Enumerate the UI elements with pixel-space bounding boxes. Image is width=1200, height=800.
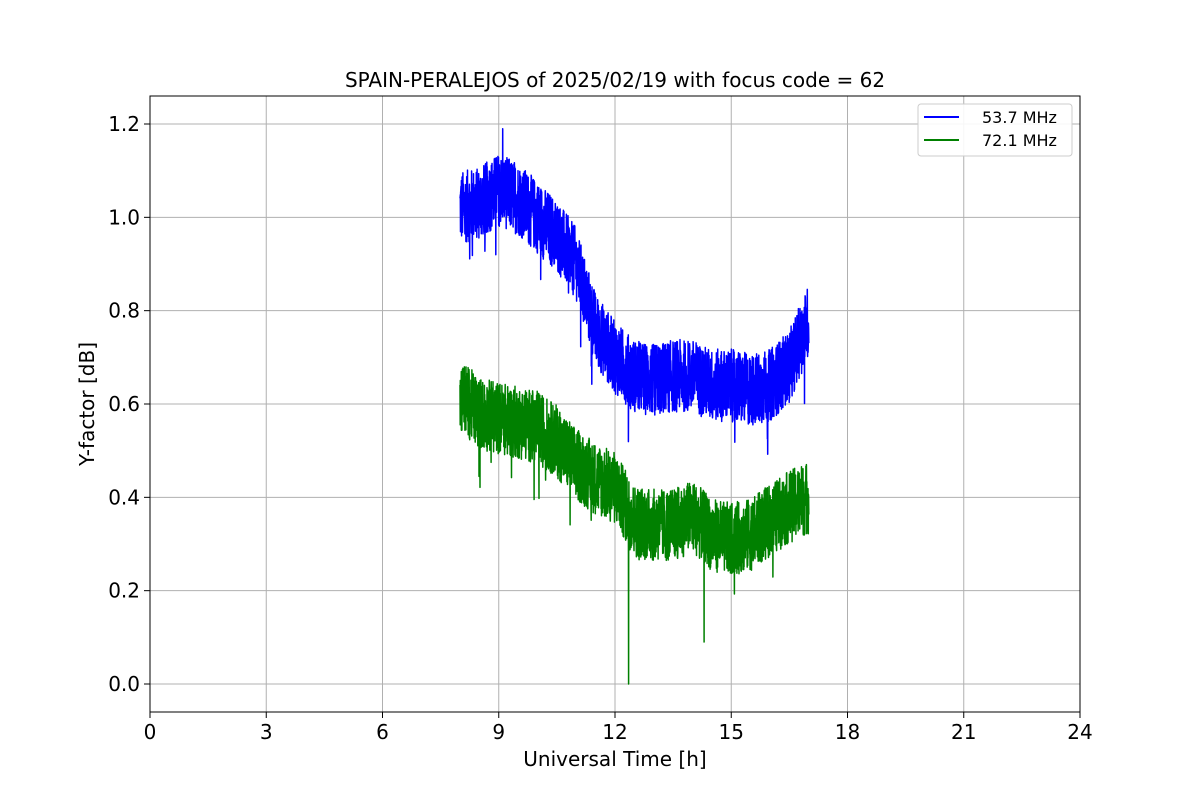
series-layer [459,127,810,685]
x-axis-label: Universal Time [h] [523,747,706,771]
series-line-72-1-mhz [459,366,810,685]
x-tick-label: 0 [144,720,157,744]
x-tick-label: 24 [1067,720,1092,744]
x-tick-label: 12 [602,720,627,744]
y-tick-label: 0.0 [108,672,140,696]
x-tick-label: 9 [492,720,505,744]
y-tick-label: 0.6 [108,392,140,416]
y-tick-label: 0.8 [108,299,140,323]
legend-label-72-1-mhz: 72.1 MHz [982,131,1057,150]
y-tick-label: 0.2 [108,579,140,603]
chart-title: SPAIN-PERALEJOS of 2025/02/19 with focus… [345,68,885,92]
series-line-53-7-mhz [459,127,810,455]
x-tick-label: 3 [260,720,273,744]
legend-label-53-7-mhz: 53.7 MHz [982,108,1057,127]
x-tick-label: 6 [376,720,389,744]
x-tick-label: 15 [719,720,744,744]
x-tick-label: 21 [951,720,976,744]
grid [149,96,1081,712]
y-axis-label: Y-factor [dB] [75,342,99,467]
y-tick-label: 1.2 [108,112,140,136]
y-tick-label: 1.0 [108,205,140,229]
legend: 53.7 MHz 72.1 MHz [917,103,1073,157]
y-tick-label: 0.4 [108,485,140,509]
axis-ticks: 0 3 6 9 12 15 18 21 24 0.0 0.2 0.4 0.6 0.8 1.0 1.2 [108,112,1093,744]
x-tick-label: 18 [835,720,860,744]
